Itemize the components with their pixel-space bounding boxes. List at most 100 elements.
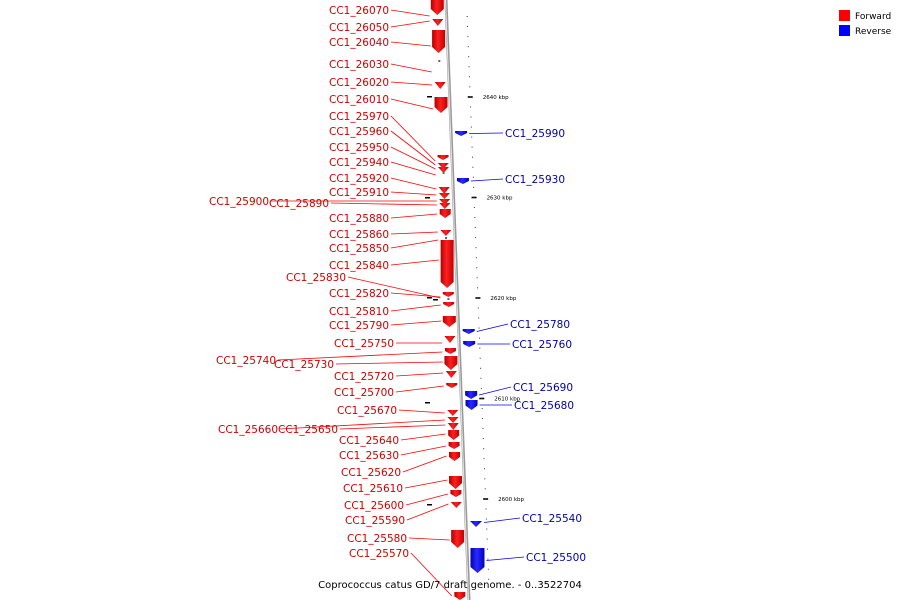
minor-tick bbox=[473, 206, 475, 208]
forward-gene-label[interactable]: CC1_25750 bbox=[334, 338, 394, 350]
forward-gene-label[interactable]: CC1_25840 bbox=[329, 260, 389, 272]
forward-gene-cc1_25960[interactable] bbox=[437, 163, 449, 169]
forward-gene-label[interactable]: CC1_25860 bbox=[329, 229, 389, 241]
forward-gene-cc1_25890[interactable] bbox=[439, 203, 451, 209]
forward-gene-cc1_25790[interactable] bbox=[442, 316, 456, 327]
forward-gene-label[interactable]: CC1_25920 bbox=[329, 173, 389, 185]
forward-gene-label[interactable]: CC1_26050 bbox=[329, 22, 389, 34]
map-caption: Coprococcus catus GD/7 draft genome. - 0… bbox=[318, 580, 582, 591]
reverse-gene-label[interactable]: CC1_25680 bbox=[514, 400, 574, 412]
forward-gene-label[interactable]: CC1_26030 bbox=[329, 59, 389, 71]
forward-gene-cc1_26020[interactable] bbox=[434, 82, 446, 89]
forward-gene-label[interactable]: CC1_25720 bbox=[334, 371, 394, 383]
forward-gene-cc1_25720[interactable] bbox=[445, 371, 457, 378]
forward-gene-label[interactable]: CC1_25620 bbox=[341, 467, 401, 479]
forward-gene-cc1_25640[interactable] bbox=[448, 430, 460, 440]
forward-gene-cc1_25840[interactable] bbox=[440, 240, 454, 288]
forward-gene-label[interactable]: CC1_25960 bbox=[329, 126, 389, 138]
forward-gene-label[interactable]: CC1_25590 bbox=[345, 515, 405, 527]
forward-gene-label[interactable]: CC1_25970 bbox=[329, 111, 389, 123]
forward-gene-cc1_25810[interactable] bbox=[443, 302, 455, 307]
forward-gene-label[interactable]: CC1_26070 bbox=[329, 5, 389, 17]
forward-gene-label[interactable]: CC1_25660 bbox=[218, 424, 278, 436]
forward-gene-label[interactable]: CC1_25670 bbox=[337, 405, 397, 417]
forward-gene-cc1_26040[interactable] bbox=[432, 30, 446, 53]
forward-gene-cc1_25700[interactable] bbox=[446, 383, 458, 388]
forward-gene-label[interactable]: CC1_25650 bbox=[278, 424, 338, 436]
minor-tick bbox=[479, 357, 481, 359]
forward-gene-label[interactable]: CC1_25610 bbox=[343, 483, 403, 495]
reverse-gene-label[interactable]: CC1_25930 bbox=[505, 174, 565, 186]
minor-tick bbox=[480, 377, 482, 379]
forward-gene-cc1_25730[interactable] bbox=[444, 356, 458, 370]
reverse-gene-label[interactable]: CC1_25760 bbox=[512, 339, 572, 351]
forward-gene-label[interactable]: CC1_25630 bbox=[339, 450, 399, 462]
forward-gene-cc1_25580[interactable] bbox=[451, 530, 465, 548]
forward-gene-cc1_26050[interactable] bbox=[432, 19, 444, 26]
forward-gene-cc1_25650[interactable] bbox=[447, 423, 459, 430]
forward-gene-cc1_25910[interactable] bbox=[438, 193, 450, 199]
forward-gene-label[interactable]: CC1_25910 bbox=[329, 187, 389, 199]
forward-gene-label[interactable]: CC1_26020 bbox=[329, 77, 389, 89]
forward-gene-label[interactable]: CC1_25580 bbox=[347, 533, 407, 545]
forward-gene-cc1_26070[interactable] bbox=[430, 0, 444, 15]
forward-gene-label[interactable]: CC1_25570 bbox=[349, 548, 409, 560]
forward-gene-label[interactable]: CC1_25740 bbox=[216, 355, 276, 367]
forward-gene-cc1_25750[interactable] bbox=[444, 336, 456, 343]
forward-gene-label[interactable]: CC1_25830 bbox=[286, 272, 346, 284]
forward-gene-cc1_25950[interactable] bbox=[437, 167, 449, 173]
reverse-gene-cc1_25780[interactable] bbox=[462, 329, 475, 334]
reverse-gene-cc1_25690[interactable] bbox=[465, 391, 478, 399]
reverse-gene-cc1_25760[interactable] bbox=[463, 341, 476, 347]
forward-gene-label[interactable]: CC1_25790 bbox=[329, 320, 389, 332]
forward-gene-label[interactable]: CC1_26010 bbox=[329, 94, 389, 106]
minor-tick bbox=[474, 227, 476, 229]
forward-gene-label[interactable]: CC1_25900 bbox=[209, 196, 269, 208]
forward-gene-cc1_25590[interactable] bbox=[450, 502, 462, 508]
forward-gene-label[interactable]: CC1_25700 bbox=[334, 387, 394, 399]
forward-gene-cc1_25940[interactable] bbox=[442, 172, 445, 174]
reverse-gene-cc1_25930[interactable] bbox=[456, 178, 469, 184]
forward-gene-label[interactable]: CC1_25600 bbox=[344, 500, 404, 512]
forward-gene-cc1_25670[interactable] bbox=[447, 410, 459, 416]
forward-gene-label[interactable]: CC1_25950 bbox=[329, 142, 389, 154]
forward-gene-cc1_25880[interactable] bbox=[439, 209, 451, 218]
reverse-gene-label[interactable]: CC1_25780 bbox=[510, 319, 570, 331]
reverse-gene-cc1_25500[interactable] bbox=[470, 548, 485, 573]
reverse-gene-cc1_25540[interactable] bbox=[470, 521, 483, 527]
forward-gene-cc1_25630[interactable] bbox=[448, 442, 460, 449]
leader-line bbox=[406, 503, 449, 521]
forward-gene-cc1_25620[interactable] bbox=[448, 452, 460, 461]
forward-gene-cc1_25920[interactable] bbox=[438, 187, 450, 194]
forward-gene-cc1_25860[interactable] bbox=[440, 230, 452, 236]
forward-gene-cc1_25900[interactable] bbox=[439, 199, 451, 205]
forward-gene-cc1_25610[interactable] bbox=[448, 476, 462, 489]
minor-tick bbox=[466, 16, 468, 17]
forward-gene-label[interactable]: CC1_25810 bbox=[329, 306, 389, 318]
forward-gene-label[interactable]: CC1_25940 bbox=[329, 157, 389, 169]
reverse-gene-cc1_25990[interactable] bbox=[455, 131, 468, 136]
reverse-gene-label[interactable]: CC1_25540 bbox=[522, 513, 582, 525]
forward-gene-cc1_25970[interactable] bbox=[437, 155, 449, 160]
reverse-gene-label[interactable]: CC1_25500 bbox=[526, 552, 586, 564]
forward-gene-cc1_26030[interactable] bbox=[438, 60, 441, 62]
forward-gene-cc1_25660[interactable] bbox=[447, 417, 459, 423]
forward-gene-cc1_25830[interactable] bbox=[447, 298, 450, 300]
forward-gene-cc1_25570[interactable] bbox=[454, 592, 466, 600]
reverse-gene-label[interactable]: CC1_25690 bbox=[513, 382, 573, 394]
forward-gene-label[interactable]: CC1_25820 bbox=[329, 288, 389, 300]
forward-gene-label[interactable]: CC1_25880 bbox=[329, 213, 389, 225]
forward-gene-cc1_25740[interactable] bbox=[444, 348, 456, 354]
forward-gene-cc1_26010[interactable] bbox=[434, 97, 448, 113]
forward-gene-cc1_25850[interactable] bbox=[445, 237, 448, 239]
forward-gene-cc1_25600[interactable] bbox=[450, 490, 462, 497]
forward-gene-label[interactable]: CC1_26040 bbox=[329, 37, 389, 49]
forward-gene-cc1_25820[interactable] bbox=[442, 292, 454, 297]
forward-gene-label[interactable]: CC1_25890 bbox=[269, 198, 329, 210]
forward-gene-label[interactable]: CC1_25730 bbox=[274, 359, 334, 371]
reverse-gene-cc1_25680[interactable] bbox=[465, 400, 478, 410]
forward-gene-label[interactable]: CC1_25640 bbox=[339, 435, 399, 447]
forward-gene-label[interactable]: CC1_25850 bbox=[329, 243, 389, 255]
reverse-gene-label[interactable]: CC1_25990 bbox=[505, 128, 565, 140]
